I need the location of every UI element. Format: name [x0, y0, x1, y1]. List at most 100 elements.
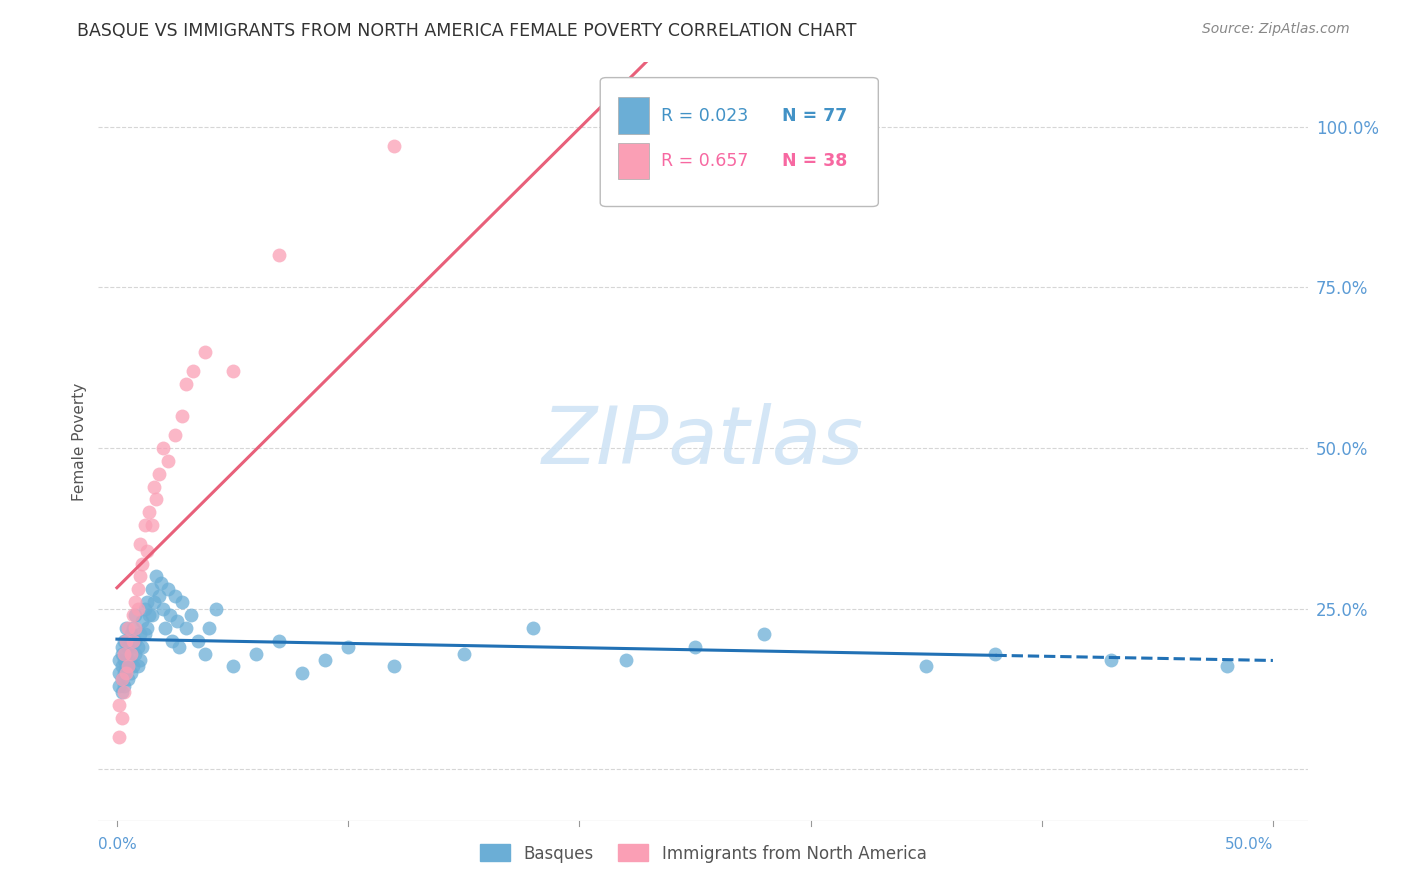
- Point: [163, 428, 186, 442]
- Point: [115, 633, 138, 648]
- Point: [117, 640, 139, 655]
- Point: [162, 633, 184, 648]
- Point: [754, 627, 776, 641]
- Point: [337, 640, 360, 655]
- Point: [152, 441, 174, 455]
- Point: [112, 679, 135, 693]
- Point: [170, 409, 193, 423]
- Text: 0.0%: 0.0%: [98, 837, 138, 852]
- Point: [117, 653, 139, 667]
- Point: [134, 601, 156, 615]
- Point: [115, 665, 138, 680]
- Bar: [619, 143, 648, 179]
- Point: [221, 364, 243, 378]
- Point: [115, 633, 138, 648]
- Point: [187, 633, 209, 648]
- Point: [166, 615, 188, 629]
- Point: [314, 653, 336, 667]
- Point: [198, 621, 221, 635]
- Point: [614, 653, 637, 667]
- Point: [110, 711, 132, 725]
- Point: [156, 454, 179, 468]
- Point: [180, 607, 202, 622]
- Legend: Basques, Immigrants from North America: Basques, Immigrants from North America: [472, 838, 934, 869]
- Text: R = 0.023: R = 0.023: [661, 106, 748, 125]
- Point: [122, 607, 145, 622]
- Point: [127, 640, 149, 655]
- Point: [129, 653, 152, 667]
- Point: [124, 633, 146, 648]
- Point: [267, 633, 290, 648]
- Point: [194, 647, 217, 661]
- Point: [131, 640, 153, 655]
- Point: [131, 615, 153, 629]
- Point: [163, 589, 186, 603]
- Point: [129, 569, 152, 583]
- Point: [148, 589, 170, 603]
- Y-axis label: Female Poverty: Female Poverty: [72, 383, 87, 500]
- Point: [112, 633, 135, 648]
- Point: [110, 640, 132, 655]
- Point: [136, 595, 159, 609]
- Point: [155, 621, 177, 635]
- Text: Source: ZipAtlas.com: Source: ZipAtlas.com: [1202, 22, 1350, 37]
- Point: [134, 627, 156, 641]
- Point: [120, 665, 142, 680]
- Point: [142, 479, 165, 493]
- Point: [131, 557, 153, 571]
- Point: [138, 505, 160, 519]
- Point: [149, 575, 172, 590]
- Point: [122, 659, 145, 673]
- Point: [127, 582, 149, 597]
- Point: [108, 698, 131, 712]
- Point: [117, 673, 139, 687]
- Point: [170, 595, 193, 609]
- Point: [136, 621, 159, 635]
- Point: [129, 627, 152, 641]
- Point: [108, 730, 131, 744]
- Point: [174, 621, 197, 635]
- Point: [683, 640, 706, 655]
- Point: [108, 653, 131, 667]
- Point: [124, 621, 146, 635]
- Point: [110, 673, 132, 687]
- Point: [124, 595, 146, 609]
- Point: [122, 633, 145, 648]
- Point: [453, 647, 475, 661]
- Point: [245, 647, 267, 661]
- Point: [291, 665, 314, 680]
- Point: [120, 627, 142, 641]
- Point: [124, 607, 146, 622]
- Point: [754, 152, 776, 166]
- Point: [267, 248, 290, 262]
- Text: BASQUE VS IMMIGRANTS FROM NORTH AMERICA FEMALE POVERTY CORRELATION CHART: BASQUE VS IMMIGRANTS FROM NORTH AMERICA …: [77, 22, 856, 40]
- Point: [127, 659, 149, 673]
- Point: [117, 621, 139, 635]
- Point: [115, 647, 138, 661]
- Point: [169, 640, 191, 655]
- Point: [112, 653, 135, 667]
- Point: [205, 601, 228, 615]
- Bar: [619, 97, 648, 134]
- Point: [181, 364, 204, 378]
- Point: [124, 647, 146, 661]
- Point: [136, 543, 159, 558]
- Point: [194, 344, 217, 359]
- Point: [112, 647, 135, 661]
- Point: [122, 633, 145, 648]
- Point: [108, 665, 131, 680]
- Point: [382, 139, 405, 153]
- Point: [108, 679, 131, 693]
- Point: [1215, 659, 1237, 673]
- Point: [110, 673, 132, 687]
- Point: [142, 595, 165, 609]
- Point: [159, 607, 181, 622]
- Point: [138, 607, 160, 622]
- Point: [117, 659, 139, 673]
- Point: [915, 659, 938, 673]
- Text: 50.0%: 50.0%: [1225, 837, 1272, 852]
- Point: [117, 659, 139, 673]
- Point: [112, 665, 135, 680]
- Point: [110, 659, 132, 673]
- Point: [1099, 653, 1122, 667]
